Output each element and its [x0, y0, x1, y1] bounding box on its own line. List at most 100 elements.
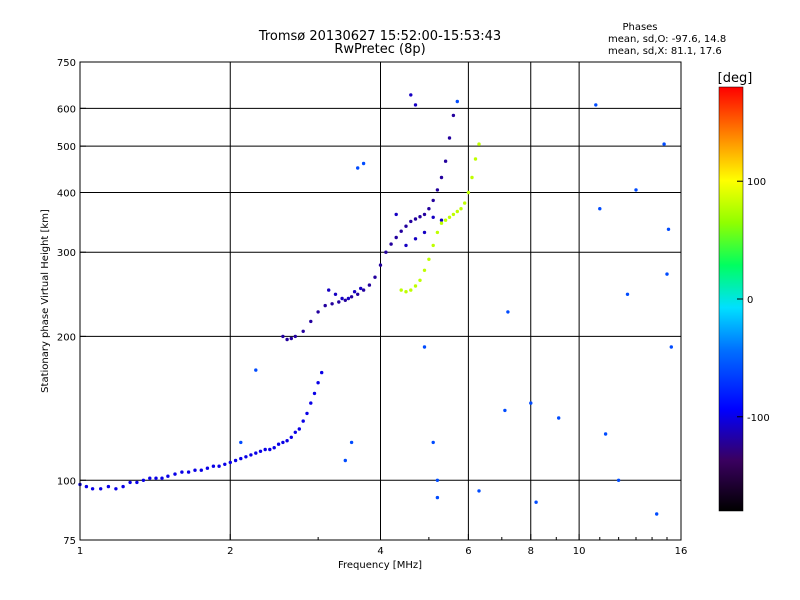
data-point	[320, 370, 324, 375]
data-point	[276, 442, 281, 446]
data-point	[148, 476, 152, 480]
data-point	[297, 427, 301, 431]
data-point	[361, 288, 366, 292]
stats-line-x: mean, sd,X: 81.1, 17.6	[608, 46, 722, 57]
data-point	[439, 175, 444, 180]
x-tick-label: 10	[573, 546, 586, 557]
data-point	[503, 408, 507, 413]
data-point	[340, 296, 344, 301]
data-point	[258, 449, 263, 453]
data-point	[367, 283, 372, 287]
data-point	[466, 190, 471, 195]
data-point	[316, 310, 320, 314]
data-point	[289, 336, 293, 341]
data-point	[625, 292, 630, 296]
data-point	[361, 161, 366, 166]
data-point	[557, 416, 561, 420]
data-point	[413, 103, 418, 107]
stats-heading: Phases	[622, 22, 657, 33]
data-point	[418, 278, 422, 282]
data-point	[309, 401, 313, 405]
x-tick-label: 2	[227, 546, 233, 557]
data-point	[154, 476, 158, 480]
data-point	[141, 478, 146, 482]
data-point	[447, 136, 452, 140]
data-point	[346, 296, 351, 301]
data-point	[409, 219, 413, 224]
data-point	[312, 391, 317, 396]
data-point	[443, 159, 448, 163]
data-point	[233, 458, 238, 463]
data-point	[431, 243, 435, 248]
stats-line-o: mean, sd,O: -97.6, 14.8	[608, 34, 726, 45]
data-point	[211, 464, 216, 468]
data-point	[439, 218, 444, 222]
y-axis-label: Stationary phase Virtual Height [km]	[40, 209, 51, 393]
y-tick-label: 600	[57, 104, 76, 115]
data-point	[451, 212, 456, 217]
data-point	[431, 440, 435, 445]
grid-lines	[80, 62, 681, 540]
x-tick-label: 4	[377, 546, 383, 557]
data-point	[223, 462, 227, 466]
colorbar-ticks: 100 0 -100	[737, 177, 770, 424]
data-point	[249, 453, 253, 457]
data-point	[439, 221, 444, 225]
data-point	[409, 93, 413, 97]
data-point	[378, 263, 383, 267]
data-point	[431, 215, 435, 219]
data-point	[160, 476, 164, 480]
colorbar-tick-label: -100	[747, 413, 770, 424]
data-point	[228, 460, 232, 465]
data-point	[435, 478, 440, 482]
data-point	[359, 286, 363, 291]
data-point	[427, 207, 431, 211]
data-point	[349, 440, 354, 445]
data-point	[343, 458, 347, 463]
data-point	[422, 212, 427, 217]
data-point	[655, 512, 659, 516]
data-point	[106, 484, 111, 489]
data-points	[78, 93, 673, 516]
data-point	[180, 470, 184, 474]
data-point	[121, 484, 125, 489]
data-point	[337, 300, 341, 304]
data-point	[323, 303, 327, 308]
data-point	[404, 243, 408, 248]
data-point	[422, 345, 427, 349]
x-tick-label: 16	[675, 546, 688, 557]
data-point	[254, 368, 258, 372]
data-point	[413, 284, 418, 288]
data-point	[356, 292, 360, 296]
chart-subtitle: RwPretec (8p)	[334, 42, 425, 57]
data-point	[422, 268, 427, 272]
data-point	[598, 207, 602, 211]
data-point	[309, 319, 313, 324]
data-point	[404, 290, 408, 294]
y-ticks: 75 100 200 300 400 500 600 750	[57, 58, 86, 547]
data-point	[166, 474, 170, 478]
data-point	[193, 468, 197, 472]
data-point	[205, 466, 210, 470]
data-point	[409, 288, 413, 292]
data-point	[327, 288, 331, 292]
data-point	[443, 218, 448, 222]
data-point	[394, 235, 398, 240]
data-point	[263, 447, 267, 452]
chart-title: Tromsø 20130627 15:52:00-15:53:43	[258, 29, 501, 44]
data-point	[616, 478, 621, 482]
data-point	[301, 419, 305, 423]
data-point	[217, 464, 221, 468]
x-tick-label: 1	[77, 546, 83, 557]
data-point	[281, 334, 285, 339]
data-point	[305, 411, 309, 416]
data-point	[330, 302, 334, 306]
data-point	[244, 455, 248, 459]
y-tick-label: 75	[63, 536, 76, 547]
data-point	[669, 345, 673, 349]
data-point	[285, 439, 289, 443]
data-point	[316, 381, 320, 385]
data-point	[506, 310, 510, 314]
data-point	[422, 230, 427, 235]
data-point	[254, 451, 258, 455]
